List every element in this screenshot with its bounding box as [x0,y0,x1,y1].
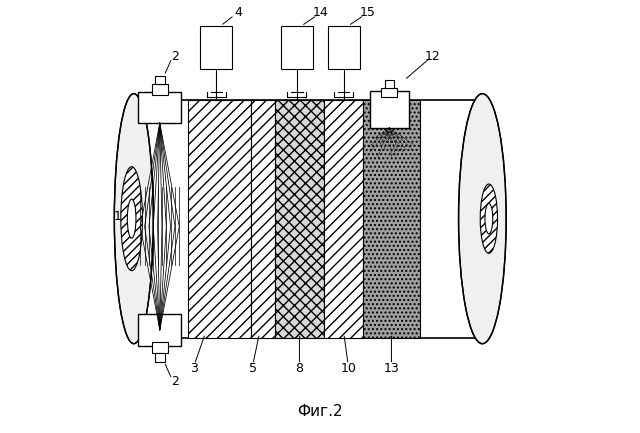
Bar [385,80,394,88]
Bar [155,76,164,84]
Ellipse shape [480,184,497,253]
Bar [381,88,397,97]
Text: 2: 2 [171,375,179,388]
Text: 3: 3 [191,362,198,375]
Text: 13: 13 [383,362,399,375]
Bar [251,100,275,338]
Text: 5: 5 [249,362,257,375]
Ellipse shape [121,167,143,271]
Bar [188,100,251,338]
Bar [200,26,232,69]
Text: 4: 4 [234,6,242,19]
Bar [364,100,420,338]
Bar [328,26,360,69]
Bar [324,100,364,338]
Bar [370,91,409,128]
Bar [275,100,324,338]
Text: Фиг.2: Фиг.2 [297,404,343,419]
Ellipse shape [485,204,493,234]
Text: 12: 12 [425,50,440,63]
Ellipse shape [127,199,136,238]
Text: 2: 2 [171,50,179,63]
Text: 10: 10 [340,362,356,375]
Bar [134,100,480,338]
Bar [138,314,182,346]
Bar [152,342,168,353]
Text: 15: 15 [360,6,376,19]
Bar [152,84,168,95]
Bar [155,353,164,362]
Text: 1: 1 [113,210,122,223]
Ellipse shape [458,94,506,344]
Text: 8: 8 [296,362,303,375]
Bar [281,26,313,69]
Text: 14: 14 [313,6,328,19]
Bar [138,92,182,123]
Ellipse shape [115,94,154,344]
